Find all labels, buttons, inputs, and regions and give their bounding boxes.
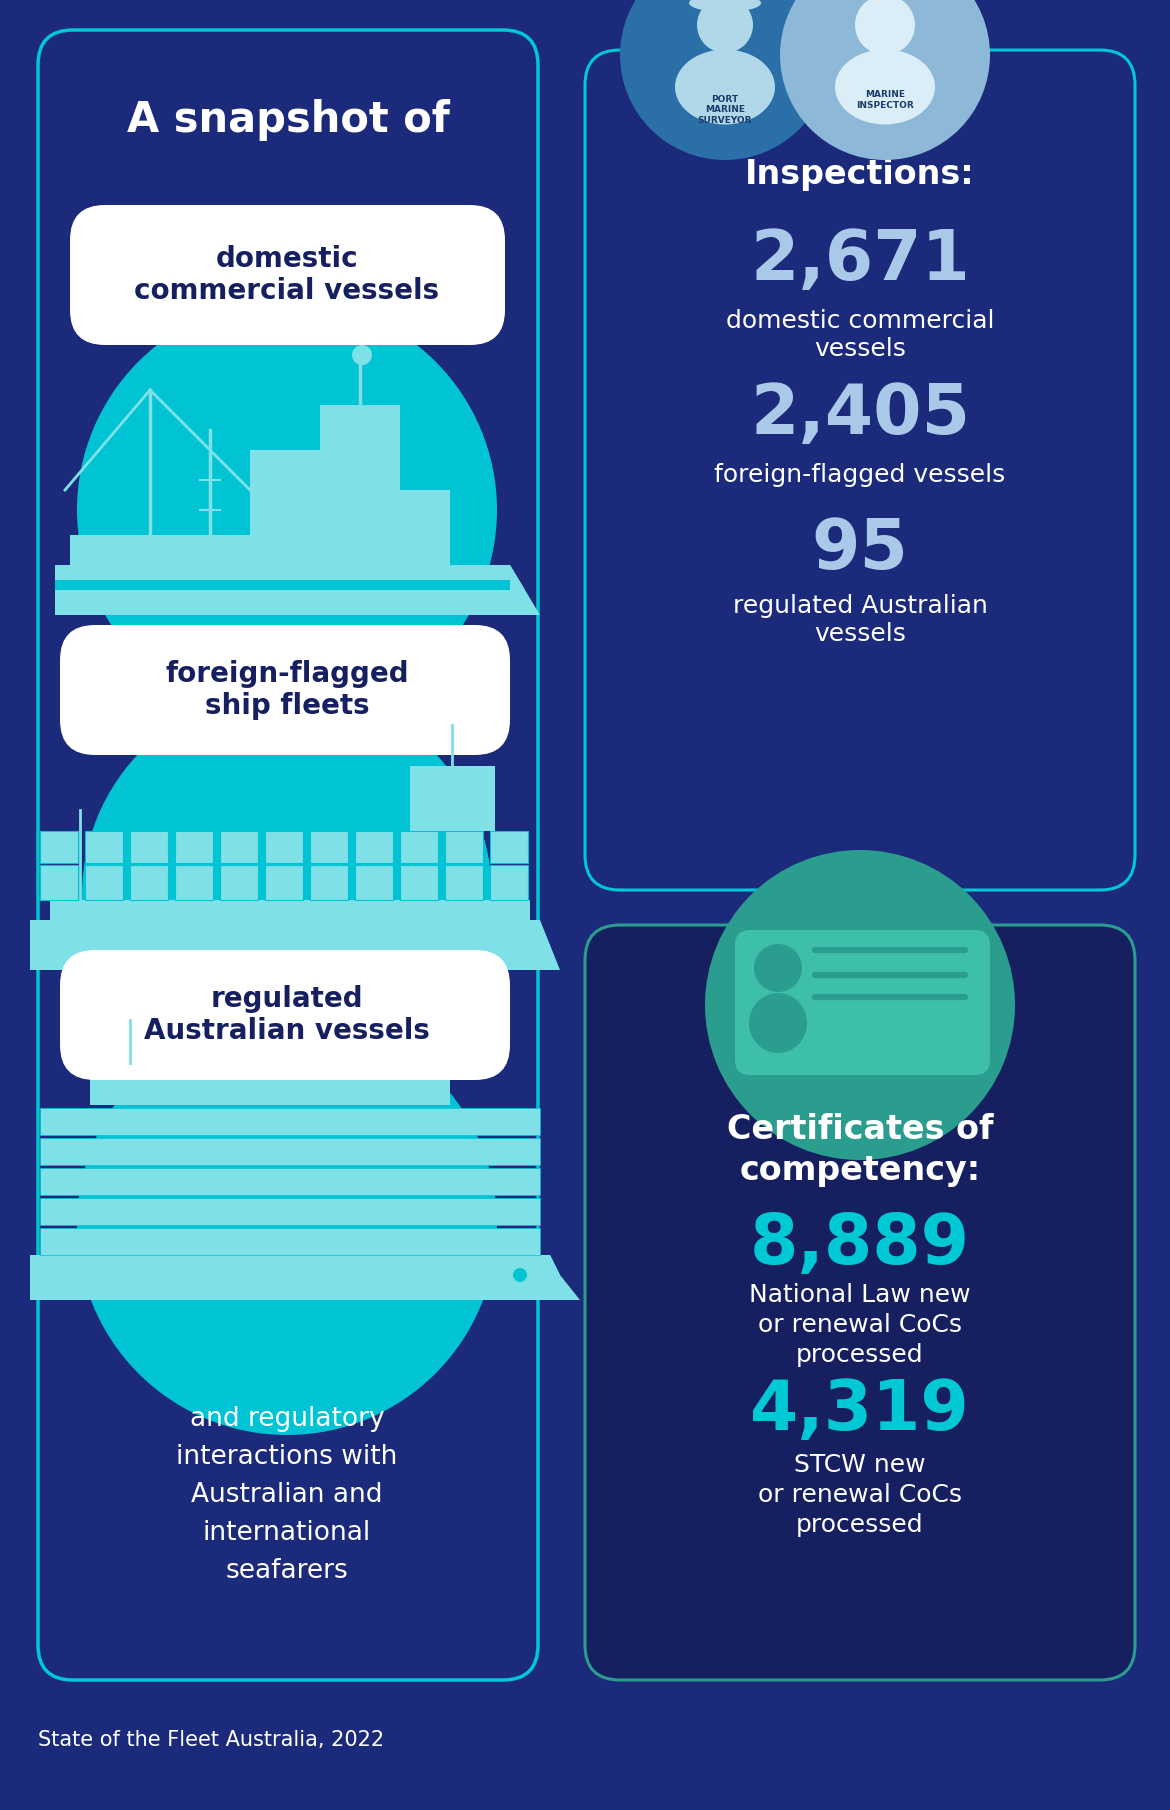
Polygon shape <box>55 565 525 615</box>
FancyBboxPatch shape <box>310 831 347 863</box>
Polygon shape <box>30 1254 560 1300</box>
Text: Inspections:: Inspections: <box>745 159 975 192</box>
Polygon shape <box>50 900 530 919</box>
Circle shape <box>82 690 493 1100</box>
Polygon shape <box>530 919 560 970</box>
Ellipse shape <box>835 49 935 125</box>
Text: Certificates of
competency:: Certificates of competency: <box>727 1113 993 1187</box>
FancyBboxPatch shape <box>445 831 483 863</box>
FancyBboxPatch shape <box>40 1108 541 1135</box>
FancyBboxPatch shape <box>40 1167 541 1195</box>
Text: A snapshot of: A snapshot of <box>126 100 449 141</box>
FancyBboxPatch shape <box>130 831 168 863</box>
Text: 2,405: 2,405 <box>750 382 970 449</box>
Ellipse shape <box>749 994 807 1053</box>
Text: regulated
Australian vessels: regulated Australian vessels <box>144 985 429 1044</box>
Text: PORT
MARINE
SURVEYOR: PORT MARINE SURVEYOR <box>697 96 752 125</box>
Text: and regulatory
interactions with
Australian and
international
seafarers: and regulatory interactions with Austral… <box>177 1406 398 1584</box>
FancyBboxPatch shape <box>490 865 528 900</box>
FancyBboxPatch shape <box>85 865 123 900</box>
Text: 4,319: 4,319 <box>750 1376 970 1444</box>
Text: domestic
commercial vessels: domestic commercial vessels <box>135 246 440 304</box>
Circle shape <box>512 1269 526 1281</box>
FancyBboxPatch shape <box>400 831 438 863</box>
FancyBboxPatch shape <box>400 1028 440 1062</box>
Circle shape <box>753 945 801 992</box>
Text: 95: 95 <box>812 516 908 583</box>
Text: STCW new
or renewal CoCs
processed: STCW new or renewal CoCs processed <box>758 1453 962 1537</box>
Text: foreign-flagged vessels: foreign-flagged vessels <box>715 463 1006 487</box>
FancyBboxPatch shape <box>176 865 213 900</box>
Text: State of the Fleet Australia, 2022: State of the Fleet Australia, 2022 <box>37 1730 384 1750</box>
FancyBboxPatch shape <box>264 865 303 900</box>
Ellipse shape <box>697 0 752 7</box>
FancyBboxPatch shape <box>264 831 303 863</box>
Text: domestic commercial
vessels: domestic commercial vessels <box>725 310 994 362</box>
FancyBboxPatch shape <box>40 1198 541 1225</box>
Circle shape <box>77 1015 497 1435</box>
Circle shape <box>855 0 915 54</box>
FancyBboxPatch shape <box>400 865 438 900</box>
FancyBboxPatch shape <box>585 925 1135 1680</box>
Text: foreign-flagged
ship fleets: foreign-flagged ship fleets <box>165 661 408 720</box>
Text: MARINE
INSPECTOR: MARINE INSPECTOR <box>856 90 914 110</box>
FancyBboxPatch shape <box>40 831 78 863</box>
FancyBboxPatch shape <box>445 865 483 900</box>
FancyBboxPatch shape <box>130 865 168 900</box>
Circle shape <box>706 851 1016 1160</box>
FancyBboxPatch shape <box>176 831 213 863</box>
Circle shape <box>77 300 497 720</box>
Polygon shape <box>321 405 400 451</box>
Polygon shape <box>55 579 510 590</box>
FancyBboxPatch shape <box>40 865 78 900</box>
FancyBboxPatch shape <box>355 831 393 863</box>
Circle shape <box>697 0 753 52</box>
FancyBboxPatch shape <box>220 831 259 863</box>
Text: 2,671: 2,671 <box>750 226 970 293</box>
FancyBboxPatch shape <box>220 865 259 900</box>
FancyBboxPatch shape <box>40 1138 541 1166</box>
FancyBboxPatch shape <box>40 1227 541 1254</box>
Polygon shape <box>550 1254 580 1300</box>
Text: regulated Australian
vessels: regulated Australian vessels <box>732 594 987 646</box>
FancyBboxPatch shape <box>90 1062 450 1104</box>
Circle shape <box>780 0 990 159</box>
Text: National Law new
or renewal CoCs
processed: National Law new or renewal CoCs process… <box>749 1283 971 1367</box>
FancyBboxPatch shape <box>735 930 990 1075</box>
Ellipse shape <box>689 0 760 13</box>
Ellipse shape <box>675 49 775 125</box>
Text: 8,889: 8,889 <box>750 1211 970 1278</box>
FancyBboxPatch shape <box>330 1017 385 1062</box>
Polygon shape <box>250 451 400 491</box>
Circle shape <box>620 0 830 159</box>
FancyBboxPatch shape <box>355 865 393 900</box>
Circle shape <box>453 532 467 547</box>
Polygon shape <box>30 919 550 970</box>
FancyBboxPatch shape <box>60 950 510 1081</box>
Polygon shape <box>70 536 250 565</box>
FancyBboxPatch shape <box>490 831 528 863</box>
Polygon shape <box>510 565 541 615</box>
Circle shape <box>352 346 372 366</box>
FancyBboxPatch shape <box>85 831 123 863</box>
FancyBboxPatch shape <box>410 766 495 831</box>
Polygon shape <box>250 491 450 565</box>
FancyBboxPatch shape <box>70 205 505 346</box>
FancyBboxPatch shape <box>60 624 510 755</box>
FancyBboxPatch shape <box>310 865 347 900</box>
